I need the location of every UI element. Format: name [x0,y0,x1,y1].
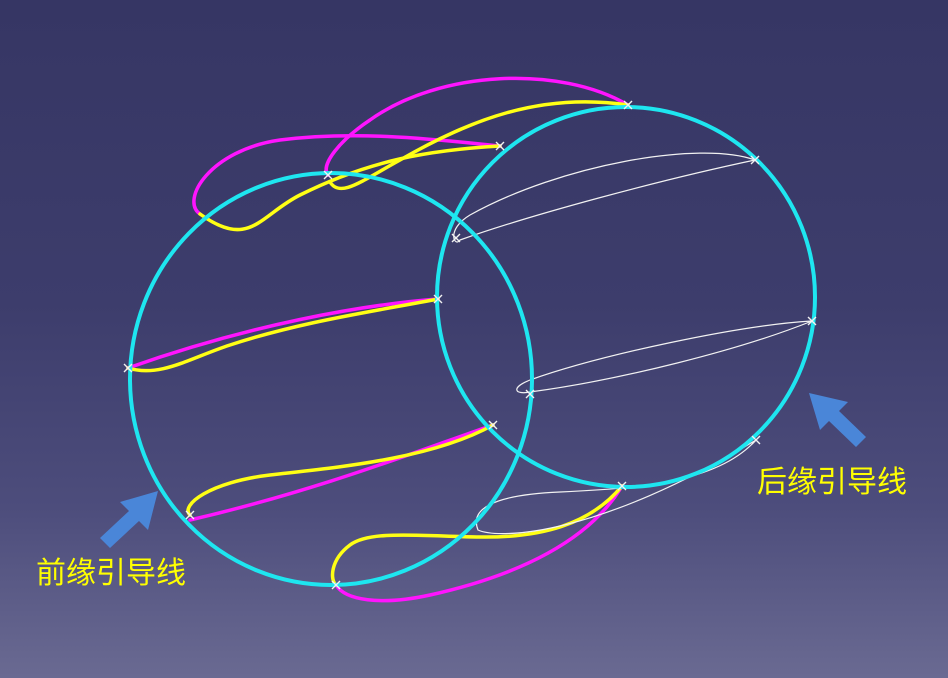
arrow-up-left-icon [809,393,866,447]
trailing-arrow-shape [809,393,866,447]
vertex-marker [323,170,333,180]
magenta-curve-top-front [192,134,502,216]
yellow-curve-lower [186,423,495,517]
vertex-marker [488,420,498,430]
yellow-curve-top-back [328,100,630,191]
leading-edge-guide-label: 前缘引导线 [36,556,186,591]
yellow-curve-top-front [198,144,502,232]
vertex-marker [751,435,761,445]
vertex-markers [123,100,817,590]
vertex-marker [331,580,341,590]
magenta-curve-middle [126,297,440,370]
vertex-marker [750,155,760,165]
trailing-edge-guide-label: 后缘引导线 [757,465,907,500]
vertex-marker [623,100,633,110]
yellow-curve-middle [126,297,440,373]
vertex-marker [495,141,505,151]
airfoil-section-top [453,152,756,243]
vertex-marker [123,363,133,373]
arrow-up-right-icon [100,491,158,548]
magenta-curve-bottom [334,484,624,603]
section-circles [128,105,817,587]
airfoil-section-middle [516,320,813,394]
vertex-marker [807,316,817,326]
leading-edge-circle [128,171,534,587]
vertex-marker [525,389,535,399]
vertex-marker [433,294,443,304]
vertex-marker [451,233,461,243]
vertex-marker [185,510,195,520]
leading-arrow-shape [100,491,158,548]
vertex-marker [617,481,627,491]
magenta-curve-top-back [324,76,630,177]
magenta-guide-curves [126,76,630,603]
magenta-curve-lower [188,423,495,522]
